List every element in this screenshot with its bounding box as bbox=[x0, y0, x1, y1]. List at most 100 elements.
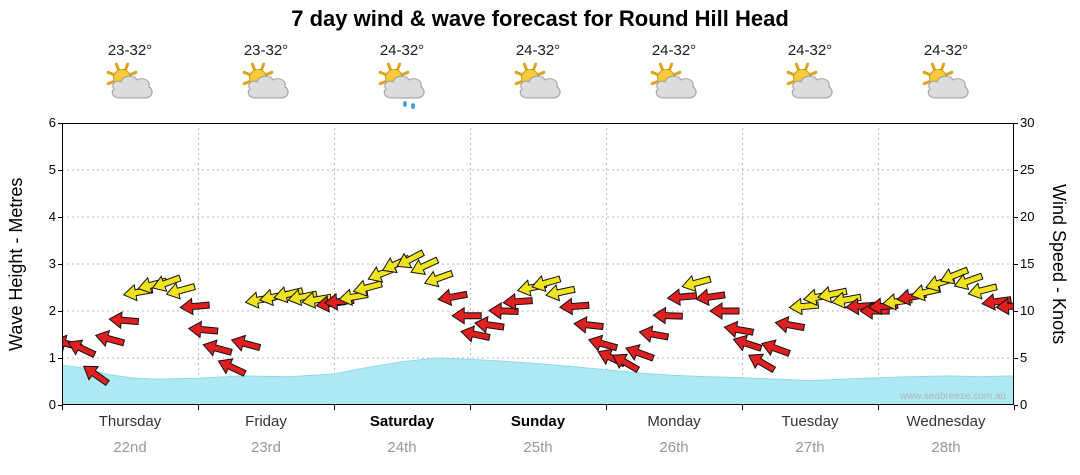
sun-cloud-icon bbox=[62, 62, 198, 114]
wind-arrow bbox=[151, 274, 182, 293]
wind-arrow bbox=[301, 291, 332, 309]
day-name: Monday bbox=[647, 413, 701, 430]
right-axis-tick-label: 30 bbox=[1020, 115, 1035, 130]
wind-arrow bbox=[723, 320, 755, 339]
left-axis-tick-label: 5 bbox=[48, 162, 56, 177]
wind-arrow bbox=[587, 334, 619, 352]
tick-mark bbox=[1014, 123, 1018, 124]
tick-mark bbox=[1014, 311, 1018, 312]
tick-mark bbox=[58, 358, 62, 359]
right-axis-tick-label: 20 bbox=[1020, 209, 1035, 224]
wind-arrow bbox=[558, 297, 590, 316]
tick-mark bbox=[1014, 405, 1018, 406]
cloud bbox=[791, 75, 833, 99]
day-name: Friday bbox=[245, 413, 287, 430]
wind-arrow bbox=[67, 339, 97, 358]
wind-arrow bbox=[545, 283, 576, 302]
tick-mark bbox=[1014, 264, 1018, 265]
wind-arrow bbox=[845, 297, 876, 316]
day-date: 22nd bbox=[113, 439, 147, 456]
tick-mark bbox=[1014, 170, 1018, 171]
tick-mark bbox=[58, 123, 62, 124]
chart-title: 7 day wind & wave forecast for Round Hil… bbox=[291, 6, 789, 31]
day-name: Sunday bbox=[510, 413, 566, 430]
wind-arrow bbox=[573, 315, 604, 334]
tick-mark bbox=[58, 405, 62, 406]
wind-arrow bbox=[652, 306, 683, 325]
left-axis-tick-label: 6 bbox=[48, 115, 56, 130]
day-temperature-range: 24-32° bbox=[787, 42, 833, 59]
day-temperature-range: 24-32° bbox=[379, 42, 425, 59]
tick-mark bbox=[58, 264, 62, 265]
day-date: 28th bbox=[931, 439, 961, 456]
tick-mark bbox=[470, 405, 471, 410]
tick-mark bbox=[878, 405, 879, 410]
wind-arrow bbox=[187, 320, 219, 339]
wind-arrow bbox=[817, 285, 848, 304]
left-axis-tick-label: 3 bbox=[48, 256, 56, 271]
wind-arrow bbox=[437, 288, 468, 307]
wind-arrow bbox=[287, 288, 318, 307]
left-axis-tick-label: 2 bbox=[48, 303, 56, 318]
right-axis-tick-label: 15 bbox=[1020, 256, 1035, 271]
wind-arrow bbox=[761, 339, 791, 357]
wave-height-area bbox=[61, 357, 1015, 406]
tick-mark bbox=[198, 405, 199, 410]
tick-mark bbox=[334, 405, 335, 410]
sun-cloud-rain-icon bbox=[334, 62, 470, 114]
cloud bbox=[519, 75, 561, 99]
raindrop bbox=[403, 101, 407, 107]
wind-arrow bbox=[460, 325, 491, 343]
right-axis-title: Wind Speed - Knots bbox=[1049, 183, 1069, 345]
wind-arrow bbox=[695, 288, 726, 307]
wind-arrow bbox=[352, 279, 383, 297]
day-name: Saturday bbox=[369, 413, 435, 430]
weather-icon-row bbox=[62, 62, 1014, 114]
wind-arrow bbox=[474, 315, 505, 334]
cloud bbox=[383, 75, 425, 99]
wind-arrow bbox=[451, 306, 482, 325]
wind-arrow bbox=[774, 315, 806, 334]
day-name: Tuesday bbox=[781, 413, 839, 430]
wind-arrow bbox=[108, 311, 140, 330]
left-axis-title: Wave Height - Metres bbox=[6, 177, 26, 351]
sun-cloud-icon bbox=[606, 62, 742, 114]
wind-arrow bbox=[939, 266, 970, 285]
wind-arrow bbox=[638, 325, 670, 343]
day-date: 25th bbox=[523, 439, 553, 456]
wind-arrow bbox=[202, 339, 233, 357]
wind-arrow bbox=[625, 344, 655, 362]
day-temperature-range: 24-32° bbox=[515, 42, 561, 59]
plot-svg bbox=[52, 123, 1026, 406]
tick-mark bbox=[1014, 405, 1015, 410]
wind-arrow bbox=[748, 353, 777, 373]
tick-mark bbox=[58, 170, 62, 171]
sun-cloud-icon bbox=[742, 62, 878, 114]
wind-arrow bbox=[612, 353, 641, 373]
day-date-row: 22nd 23rd 24th 25th 26th 27th 28th bbox=[62, 439, 1014, 456]
wind-arrow bbox=[831, 291, 862, 309]
left-axis-tick-label: 1 bbox=[48, 350, 56, 365]
tick-mark bbox=[606, 405, 607, 410]
cloud bbox=[111, 75, 153, 99]
wind-arrow bbox=[410, 256, 440, 276]
cloud bbox=[927, 75, 969, 99]
wind-arrow bbox=[681, 274, 712, 293]
wind-arrow bbox=[230, 334, 262, 352]
day-name: Thursday bbox=[98, 413, 162, 430]
wind-arrow bbox=[94, 329, 126, 348]
wind-arrow bbox=[179, 297, 210, 316]
sun-cloud-icon bbox=[198, 62, 334, 114]
left-axis-tick-label: 0 bbox=[48, 397, 56, 412]
tick-mark bbox=[58, 311, 62, 312]
right-axis-tick-label: 5 bbox=[1020, 350, 1028, 365]
wind-arrow bbox=[396, 249, 425, 269]
day-temperature-range: 23-32° bbox=[107, 42, 153, 59]
cloud bbox=[655, 75, 697, 99]
sun-cloud-icon bbox=[878, 62, 1014, 114]
wind-arrow bbox=[531, 274, 562, 293]
wind-arrow bbox=[981, 293, 1012, 311]
wind-arrow bbox=[165, 282, 196, 300]
right-axis-tick-label: 0 bbox=[1020, 397, 1028, 412]
sun-cloud-icon bbox=[470, 62, 606, 114]
